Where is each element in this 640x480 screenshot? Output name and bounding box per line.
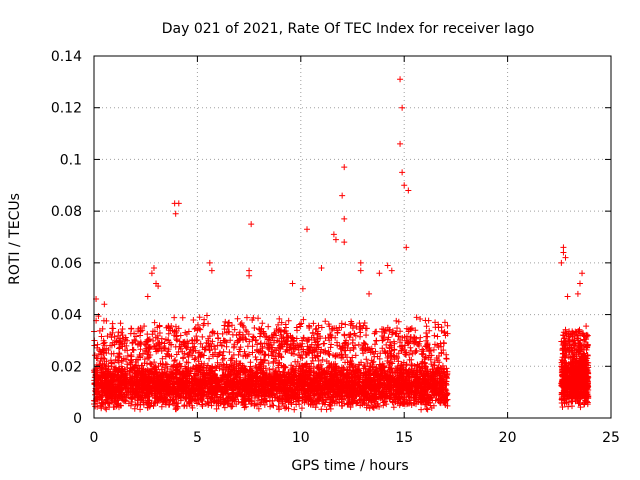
data-point (298, 405, 305, 412)
data-point (166, 401, 173, 408)
data-point (226, 349, 233, 356)
data-point (208, 402, 215, 409)
data-point (128, 325, 135, 332)
data-point (158, 403, 165, 410)
data-point (418, 398, 425, 405)
data-point (252, 363, 259, 370)
data-point (103, 406, 110, 413)
data-point (422, 401, 429, 408)
data-point (342, 321, 349, 328)
data-point (243, 314, 250, 321)
chart-title: Day 021 of 2021, Rate Of TEC Index for r… (162, 21, 535, 37)
data-point (379, 337, 386, 344)
data-point (291, 406, 298, 413)
data-point (265, 323, 272, 330)
data-point (136, 351, 143, 358)
data-point (418, 406, 425, 413)
data-point (127, 402, 134, 409)
data-point (318, 406, 325, 413)
data-point (190, 316, 197, 323)
data-point (312, 404, 319, 411)
data-point (423, 323, 430, 330)
data-point (339, 402, 346, 409)
data-point (292, 358, 299, 365)
data-point (251, 392, 258, 399)
data-point (214, 359, 221, 366)
data-point (127, 330, 134, 337)
data-point (179, 314, 186, 321)
data-point (422, 317, 429, 324)
data-point (440, 340, 447, 347)
data-point (131, 405, 138, 412)
data-point (172, 323, 179, 330)
data-point (371, 341, 378, 348)
data-point (389, 360, 396, 367)
data-point (341, 331, 348, 338)
data-point (148, 400, 155, 407)
data-point (129, 346, 136, 353)
data-point (192, 397, 199, 404)
data-point (424, 406, 431, 413)
data-point (328, 393, 335, 400)
data-point (269, 397, 276, 404)
data-point (409, 362, 416, 369)
data-point (275, 406, 282, 413)
data-point (404, 391, 411, 398)
data-point (219, 352, 226, 359)
data-point (434, 333, 441, 340)
data-point (221, 404, 228, 411)
data-point (128, 395, 135, 402)
data-point (191, 343, 198, 350)
data-point (151, 319, 158, 326)
data-point (390, 404, 397, 411)
data-point (404, 400, 411, 407)
data-point (411, 400, 418, 407)
grid (94, 56, 611, 418)
data-point (431, 332, 438, 339)
data-point (369, 404, 376, 411)
data-point (204, 312, 211, 319)
data-point (320, 340, 327, 347)
data-points (91, 76, 592, 413)
x-axis-label: GPS time / hours (291, 458, 408, 474)
data-point (363, 332, 370, 339)
data-point (213, 405, 220, 412)
data-point (366, 405, 373, 412)
data-point (266, 366, 273, 373)
data-point (220, 366, 227, 373)
data-point (323, 406, 330, 413)
data-point (119, 325, 126, 332)
data-point (270, 366, 277, 373)
data-point (199, 402, 206, 409)
data-point (281, 363, 288, 370)
data-point (373, 337, 380, 344)
y-axis-label: ROTI / TECUs (7, 193, 23, 285)
data-point (363, 404, 370, 411)
data-point (360, 399, 367, 406)
data-point (231, 326, 238, 333)
data-point (234, 315, 241, 322)
data-point (285, 317, 292, 324)
data-point (423, 405, 430, 412)
data-point (322, 318, 329, 325)
data-point (109, 320, 116, 327)
data-point (110, 325, 117, 332)
data-point (255, 397, 262, 404)
data-point (168, 363, 175, 370)
data-point (394, 325, 401, 332)
data-point (381, 367, 388, 374)
data-point (255, 405, 262, 412)
